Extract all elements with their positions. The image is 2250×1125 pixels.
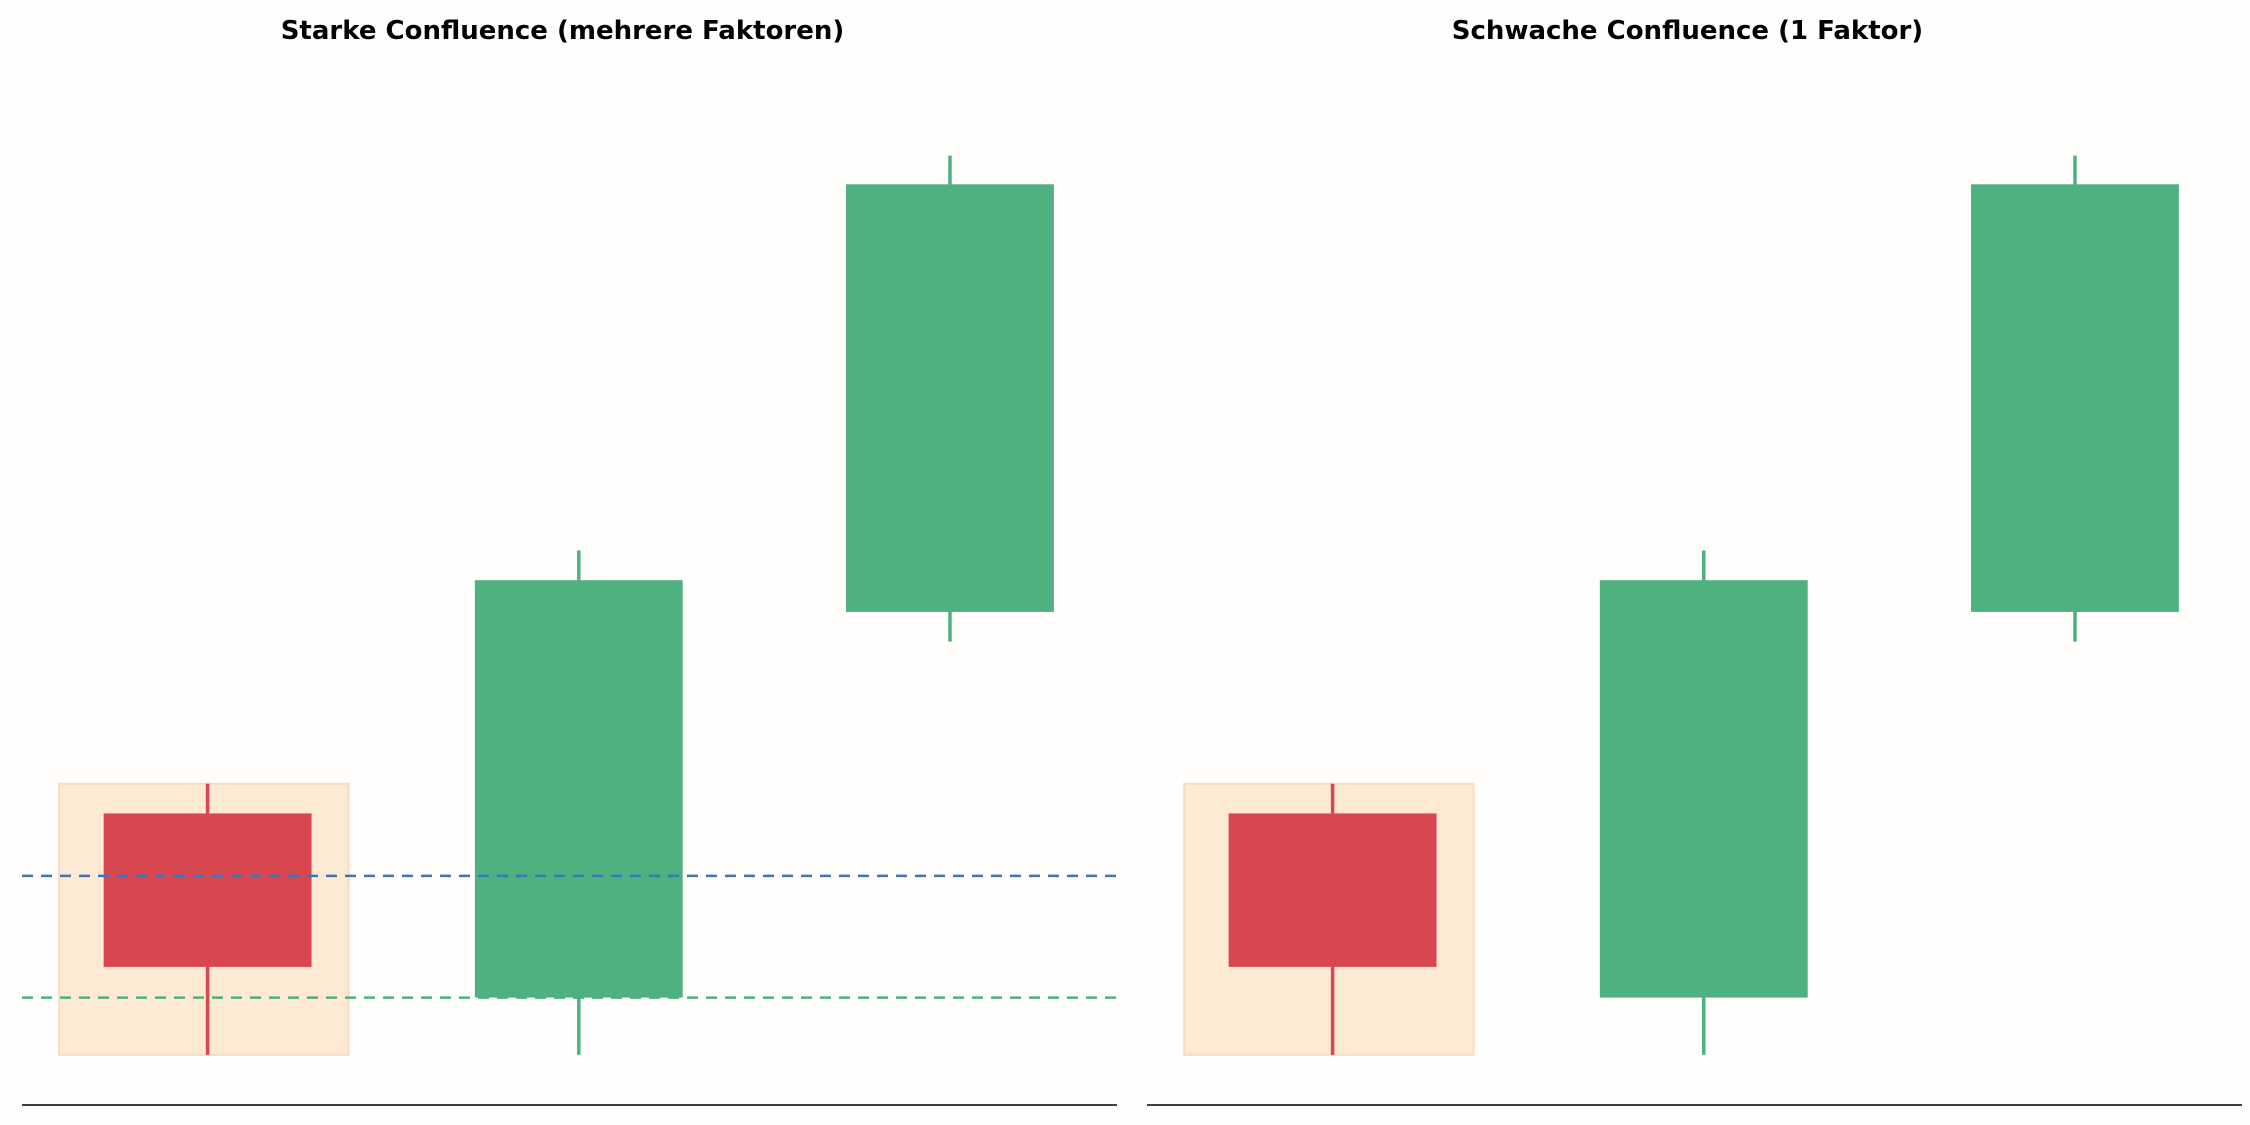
candlestick-chart (1147, 155, 2242, 1106)
candle-body-bullish (846, 184, 1054, 612)
candle-body-bearish (103, 813, 312, 967)
chart-title: Schwache Confluence (1 Faktor) (1451, 16, 1924, 46)
candlestick-chart (22, 155, 1117, 1106)
chart-title: Starke Confluence (mehrere Faktoren) (280, 16, 845, 46)
candle-body-bearish (1228, 813, 1437, 967)
candle-body-bullish (1971, 184, 2179, 612)
chart-panel-strong: Starke Confluence (mehrere Faktoren) (22, 16, 1117, 1106)
candle-body-bullish (1599, 580, 1808, 998)
candle-body-bullish (474, 580, 683, 998)
chart-panel-weak: Schwache Confluence (1 Faktor) (1125, 0, 2250, 1125)
